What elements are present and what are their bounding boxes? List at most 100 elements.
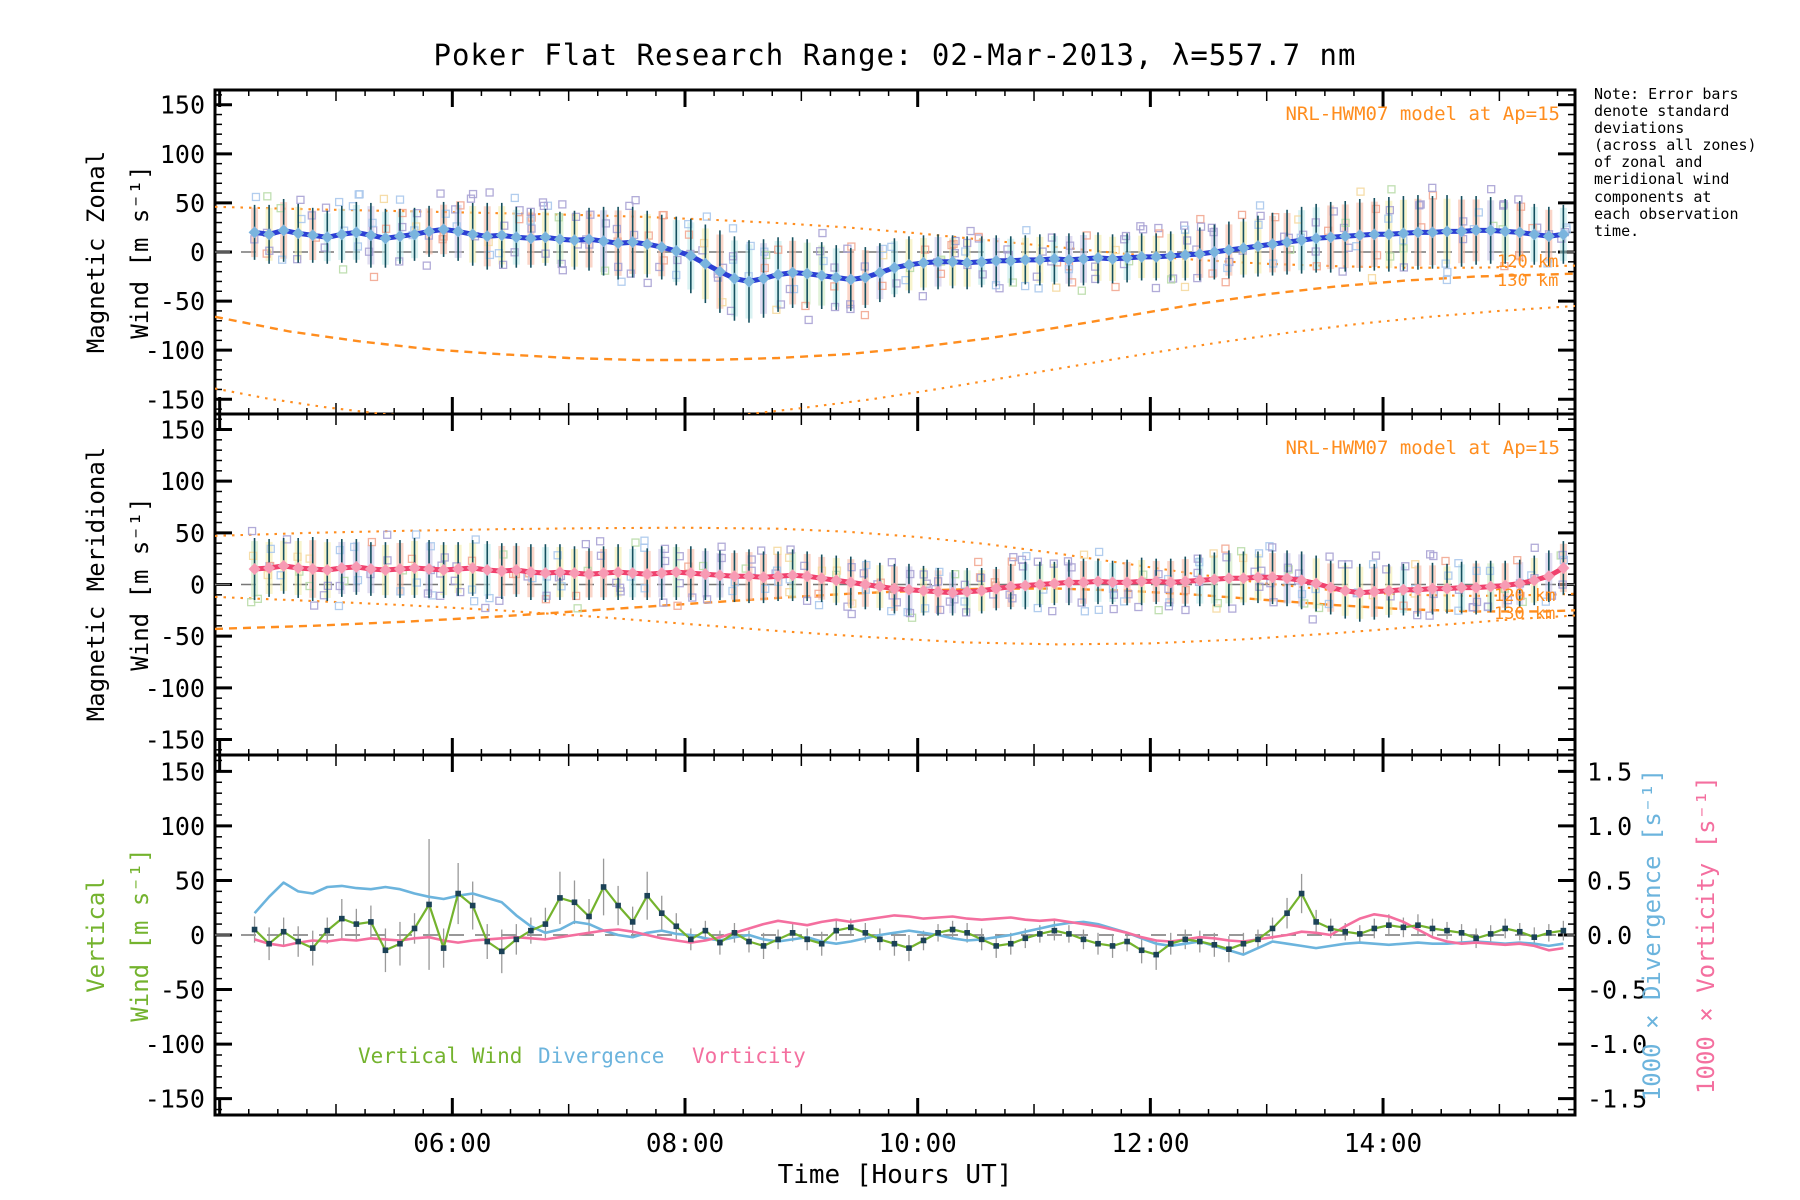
vertical-wind-marker <box>906 945 912 951</box>
data-marker <box>1004 254 1017 267</box>
vertical-wind-marker <box>411 925 418 932</box>
data-marker <box>1368 585 1381 598</box>
data-marker <box>1397 583 1410 596</box>
data-marker <box>684 567 697 580</box>
vertical-wind-marker <box>717 939 723 946</box>
vertical-wind-marker <box>1546 930 1552 936</box>
vertical-wind-marker <box>1153 951 1159 958</box>
data-marker <box>1368 228 1381 241</box>
ytick-label-panel1: 100 <box>160 140 205 169</box>
vertical-wind-marker <box>760 943 767 949</box>
vertical-wind-marker <box>1022 935 1029 942</box>
vertical-wind-marker <box>1516 928 1523 935</box>
data-marker <box>248 226 261 239</box>
data-marker <box>553 233 566 246</box>
data-marker <box>1455 225 1468 238</box>
data-marker <box>1251 571 1264 584</box>
vertical-wind-marker <box>251 926 258 933</box>
data-marker <box>1528 574 1541 587</box>
data-marker <box>1062 253 1075 266</box>
data-marker <box>1222 572 1235 585</box>
vertical-wind-marker <box>324 927 331 934</box>
data-marker <box>1310 577 1323 590</box>
data-marker <box>990 582 1003 595</box>
ytick-label-panel3: -150 <box>145 1085 205 1114</box>
vertical-wind-marker <box>1167 940 1174 947</box>
vertical-wind-marker <box>1051 927 1058 934</box>
vertical-wind-marker <box>746 938 752 945</box>
data-marker <box>728 272 741 285</box>
data-marker <box>1033 578 1046 591</box>
data-marker <box>1121 251 1134 264</box>
vertical-wind-marker <box>484 938 491 945</box>
vertical-wind-marker <box>528 927 534 934</box>
data-marker <box>583 233 596 246</box>
vertical-wind-marker <box>1080 936 1087 943</box>
data-marker <box>1251 240 1264 253</box>
vertical-wind-marker <box>1313 919 1319 925</box>
data-marker <box>1150 250 1163 263</box>
data-marker <box>815 572 828 585</box>
vertical-wind-marker <box>1211 942 1218 948</box>
data-marker <box>1542 570 1555 583</box>
data-marker <box>553 566 566 579</box>
data-marker <box>1135 575 1148 588</box>
ylabel-divergence-right: 1000 × Divergence [s⁻¹] <box>1638 768 1666 1102</box>
data-marker <box>1208 573 1221 586</box>
data-marker <box>1164 576 1177 589</box>
data-marker <box>1499 579 1512 592</box>
ytick-label-panel1: -50 <box>160 287 205 316</box>
data-marker <box>277 224 290 237</box>
vertical-wind-marker <box>818 940 825 947</box>
vertical-wind-marker <box>1342 928 1349 935</box>
data-marker <box>786 569 799 582</box>
vertical-wind-marker <box>1386 922 1392 928</box>
data-marker <box>641 568 654 581</box>
vertical-wind-marker <box>1240 940 1247 947</box>
data-marker <box>713 265 726 278</box>
series-panel3 <box>251 839 1567 974</box>
data-marker <box>844 273 857 286</box>
data-marker <box>364 563 377 575</box>
right-ytick-label: -0.5 <box>1587 976 1647 1005</box>
data-marker <box>423 563 436 575</box>
alt-label-130km-meridional: 130 km <box>1494 604 1556 624</box>
vertical-wind-marker <box>833 927 840 934</box>
data-marker <box>481 230 494 243</box>
vertical-wind-marker <box>426 901 432 908</box>
data-marker <box>1441 225 1454 238</box>
data-marker <box>1237 572 1250 585</box>
data-marker <box>1193 574 1206 587</box>
ytick-label-panel2: 100 <box>160 467 205 496</box>
ytick-label-panel1: -150 <box>145 385 205 414</box>
data-marker <box>670 245 683 258</box>
data-marker <box>1528 228 1541 241</box>
data-marker <box>961 256 974 269</box>
vertical-wind-marker <box>978 936 985 943</box>
data-marker <box>1266 238 1279 251</box>
data-marker <box>1382 584 1395 597</box>
data-marker <box>452 563 465 575</box>
vertical-wind-marker <box>644 892 650 899</box>
vertical-wind-marker <box>469 902 476 909</box>
vertical-wind-marker <box>498 948 505 955</box>
chart-title: Poker Flat Research Range: 02-Mar-2013, … <box>433 38 1357 72</box>
vertical-wind-marker <box>615 902 621 909</box>
vertical-wind-marker <box>280 928 287 935</box>
data-marker <box>321 231 334 244</box>
vertical-wind-marker <box>935 930 941 936</box>
right-ytick-label: 0.5 <box>1587 866 1632 895</box>
data-marker <box>786 266 799 279</box>
ytick-label-panel3: -50 <box>160 976 205 1005</box>
data-marker <box>1062 576 1075 589</box>
ytick-label-panel2: -100 <box>145 674 205 703</box>
vertical-wind-marker <box>1400 924 1407 931</box>
data-marker <box>583 568 596 581</box>
data-marker <box>1179 248 1192 261</box>
vertical-wind-marker <box>688 936 694 943</box>
vertical-wind-marker <box>1109 943 1116 949</box>
ylabel-zonal-line2: Wind [m s⁻¹] <box>126 165 154 339</box>
data-marker <box>1339 584 1352 597</box>
data-marker <box>1266 571 1279 584</box>
